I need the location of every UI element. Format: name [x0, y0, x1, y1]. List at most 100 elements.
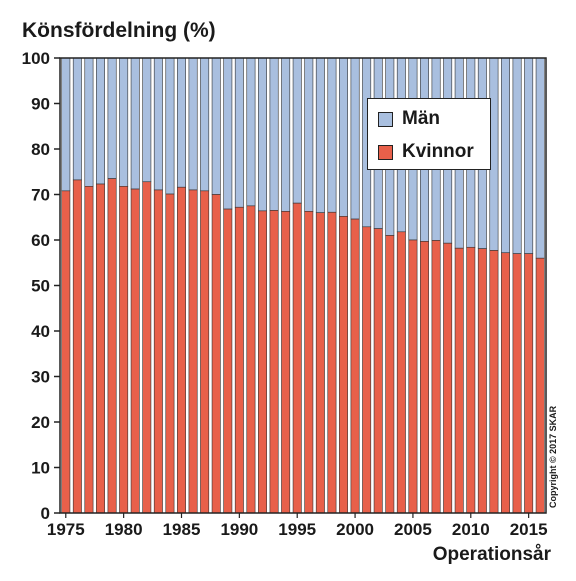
- bar-man-1982: [142, 57, 152, 183]
- bar-man-1986: [188, 57, 198, 191]
- legend-label-man: Män: [402, 108, 440, 129]
- y-tick-label-20: 20: [31, 413, 50, 432]
- x-tick-label-1985: 1985: [163, 520, 201, 539]
- bar-kvinnor-1975: [61, 190, 71, 514]
- bar-man-1999: [339, 57, 348, 217]
- bar-kvinnor-1980: [119, 186, 129, 514]
- bar-man-1994: [281, 57, 291, 212]
- y-tick-label-100: 100: [22, 49, 50, 68]
- y-tick-label-0: 0: [41, 504, 50, 523]
- chart-title: Könsfördelning (%): [22, 19, 216, 42]
- bar-kvinnor-1982: [142, 181, 152, 514]
- y-tick-label-10: 10: [31, 459, 50, 478]
- bar-kvinnor-1999: [339, 216, 348, 514]
- bar-man-2012: [489, 57, 499, 251]
- bar-kvinnor-2003: [385, 235, 395, 514]
- x-tick-label-1995: 1995: [278, 520, 316, 539]
- bar-man-2013: [501, 57, 510, 254]
- bar-kvinnor-2007: [431, 240, 441, 514]
- bar-kvinnor-1977: [84, 186, 94, 514]
- bar-man-1995: [292, 57, 302, 204]
- bar-kvinnor-1979: [107, 178, 117, 514]
- bar-man-1976: [72, 57, 82, 181]
- bar-man-1984: [165, 57, 175, 195]
- bar-man-1975: [61, 57, 71, 192]
- bar-man-1989: [223, 57, 233, 210]
- bar-kvinnor-2013: [501, 252, 510, 514]
- bar-kvinnor-1976: [72, 179, 82, 514]
- y-tick-label-70: 70: [31, 186, 50, 205]
- bar-kvinnor-1996: [304, 211, 314, 514]
- bar-kvinnor-1989: [223, 208, 233, 514]
- bar-man-2016: [535, 57, 545, 259]
- y-tick-label-80: 80: [31, 140, 50, 159]
- bar-man-1997: [315, 57, 325, 213]
- bar-kvinnor-1987: [200, 190, 210, 514]
- bar-man-1979: [107, 57, 117, 179]
- bar-kvinnor-1997: [315, 212, 325, 514]
- bar-man-1988: [211, 57, 221, 195]
- bar-man-1991: [246, 57, 256, 207]
- x-tick-label-2000: 2000: [336, 520, 374, 539]
- bar-kvinnor-2014: [512, 253, 522, 514]
- legend: Män Kvinnor: [367, 98, 491, 170]
- x-tick-label-1975: 1975: [47, 520, 85, 539]
- x-axis: 1975 1980 1985 1990 1995 2000 2005 2010 2015: [47, 513, 548, 539]
- y-tick-label-50: 50: [31, 277, 50, 296]
- bar-kvinnor-1994: [281, 211, 291, 514]
- legend-item-kvinnor: Kvinnor: [378, 141, 474, 163]
- bar-kvinnor-2010: [466, 246, 476, 514]
- bar-man-2014: [512, 57, 522, 254]
- x-tick-label-1980: 1980: [105, 520, 143, 539]
- bar-kvinnor-1981: [130, 188, 140, 514]
- bar-man-1980: [119, 57, 129, 187]
- bar-man-1987: [200, 57, 210, 192]
- bar-kvinnor-1990: [234, 206, 244, 514]
- legend-swatch-man: [378, 111, 393, 127]
- bar-kvinnor-2012: [489, 250, 499, 514]
- bar-kvinnor-1998: [327, 211, 337, 514]
- x-axis-label: Operationsår: [433, 544, 552, 565]
- y-tick-label-40: 40: [31, 322, 50, 341]
- bar-man-1990: [234, 57, 244, 208]
- bar-man-1978: [96, 57, 105, 185]
- copyright-note: Copyright © 2017 SKAR: [548, 405, 558, 508]
- plot-frame: [59, 57, 547, 514]
- bar-man-2000: [350, 57, 360, 220]
- bar-man-1977: [84, 57, 94, 187]
- bar-kvinnor-1978: [96, 183, 105, 514]
- bar-kvinnor-2001: [362, 226, 372, 514]
- bar-man-1996: [304, 57, 314, 212]
- y-axis: 0 10 20 30 40 50 60 70 80 90 100: [22, 49, 60, 523]
- bar-man-1983: [153, 57, 163, 191]
- bar-kvinnor-1992: [258, 210, 267, 514]
- bar-kvinnor-2015: [524, 253, 534, 514]
- bar-kvinnor-1985: [177, 186, 186, 514]
- legend-swatch-kvinnor: [378, 144, 393, 160]
- legend-item-man: Män: [378, 108, 440, 130]
- x-tick-label-1990: 1990: [220, 520, 258, 539]
- bar-kvinnor-1984: [165, 193, 175, 514]
- bar-kvinnor-1993: [269, 210, 279, 514]
- legend-label-kvinnor: Kvinnor: [402, 141, 474, 162]
- bar-kvinnor-2006: [420, 241, 429, 514]
- bar-man-1981: [130, 57, 140, 190]
- x-tick-label-2015: 2015: [510, 520, 548, 539]
- bar-kvinnor-2016: [535, 257, 545, 514]
- bar-man-1998: [327, 57, 337, 213]
- bar-man-1992: [258, 57, 267, 212]
- bar-kvinnor-2005: [408, 239, 418, 514]
- bar-man-2015: [524, 57, 534, 254]
- bar-kvinnor-2000: [350, 218, 360, 514]
- bar-kvinnor-1986: [188, 189, 198, 514]
- bar-kvinnor-1983: [153, 189, 163, 514]
- x-tick-label-2010: 2010: [452, 520, 490, 539]
- bar-kvinnor-2008: [443, 242, 453, 514]
- y-tick-label-60: 60: [31, 231, 50, 250]
- bar-kvinnor-1995: [292, 202, 302, 514]
- bar-kvinnor-1991: [246, 205, 256, 514]
- bar-man-1985: [177, 57, 186, 188]
- bar-kvinnor-1988: [211, 194, 221, 514]
- bar-man-1993: [269, 57, 279, 211]
